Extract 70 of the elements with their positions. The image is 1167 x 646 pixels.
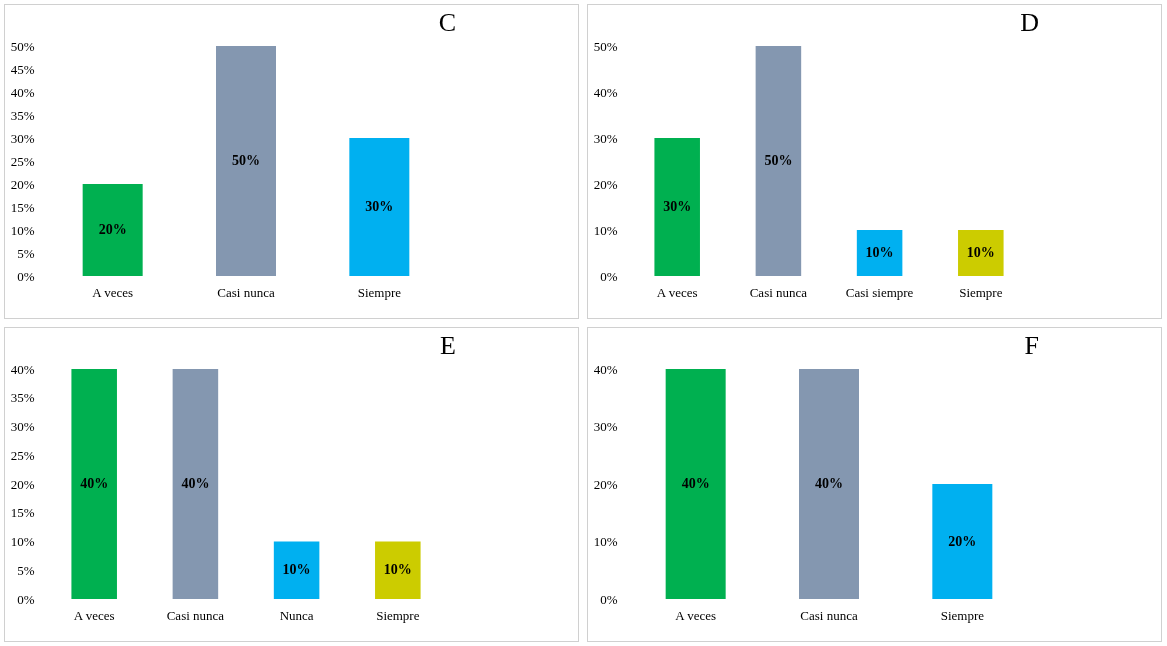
y-tick-label: 10% <box>593 534 618 549</box>
x-tick-label: A veces <box>675 607 717 623</box>
chart-title: E <box>440 331 456 360</box>
x-tick-label: Siempre <box>959 284 1003 300</box>
bar <box>654 138 700 276</box>
x-tick-label: Siempre <box>940 607 985 623</box>
x-tick-label: A veces <box>92 284 134 300</box>
data-label: 30% <box>663 199 692 214</box>
x-tick-label: Casi siempre <box>845 284 914 300</box>
y-tick-label: 50% <box>593 38 618 54</box>
x-tick-label: Casi nunca <box>749 284 808 300</box>
chart-title: F <box>1024 331 1039 360</box>
x-tick-label: Casi nunca <box>166 607 225 623</box>
data-label: 40% <box>815 476 843 491</box>
data-label: 10% <box>383 562 412 578</box>
data-label: 50% <box>232 153 260 168</box>
y-tick-label: 40% <box>593 361 618 377</box>
y-tick-label: 0% <box>17 591 35 607</box>
bar <box>216 46 276 276</box>
y-tick-label: 20% <box>10 476 35 492</box>
data-label: 10% <box>865 245 894 260</box>
x-tick-label: Casi nunca <box>217 284 275 300</box>
y-tick-label: 25% <box>10 447 35 463</box>
y-tick-label: 5% <box>17 245 35 261</box>
x-tick-label: A veces <box>656 284 698 300</box>
y-tick-label: 50% <box>10 38 35 54</box>
y-tick-label: 10% <box>10 534 35 549</box>
y-tick-label: 35% <box>10 107 35 123</box>
bar <box>856 230 903 276</box>
y-tick-label: 15% <box>10 199 35 215</box>
data-label: 40% <box>80 476 109 491</box>
x-tick-label: Nunca <box>279 607 314 623</box>
y-tick-label: 5% <box>17 562 35 578</box>
y-tick-label: 25% <box>10 153 35 169</box>
y-tick-label: 45% <box>10 61 35 77</box>
y-tick-label: 20% <box>10 176 35 192</box>
x-tick-label: Casi nunca <box>800 607 858 623</box>
data-label: 10% <box>282 562 311 578</box>
data-label: 30% <box>365 199 394 214</box>
bar <box>958 230 1004 276</box>
data-label: 20% <box>98 222 127 237</box>
x-tick-label: Siempre <box>357 284 402 300</box>
y-tick-label: 30% <box>10 130 35 146</box>
y-tick-label: 0% <box>600 268 618 284</box>
y-tick-label: 30% <box>593 419 618 434</box>
chart-title: C <box>438 8 456 37</box>
x-tick-label: A veces <box>73 607 115 623</box>
y-tick-label: 15% <box>10 505 35 521</box>
y-tick-label: 0% <box>17 268 35 284</box>
data-label: 50% <box>764 153 793 168</box>
x-tick-label: Siempre <box>376 607 420 623</box>
data-label: 40% <box>181 476 210 491</box>
chart-title: D <box>1020 8 1039 37</box>
y-tick-label: 40% <box>10 361 35 377</box>
y-tick-label: 0% <box>600 591 618 607</box>
y-tick-label: 40% <box>10 84 35 100</box>
y-tick-label: 35% <box>10 390 35 406</box>
bar <box>755 46 802 276</box>
y-tick-label: 10% <box>10 222 35 238</box>
data-label: 10% <box>966 245 995 260</box>
bar <box>82 184 143 276</box>
data-label: 20% <box>948 533 977 549</box>
y-tick-label: 20% <box>593 176 618 192</box>
bar <box>349 138 410 276</box>
y-tick-label: 30% <box>593 130 618 146</box>
y-tick-label: 20% <box>593 476 618 492</box>
data-label: 40% <box>681 476 710 491</box>
y-tick-label: 10% <box>593 222 618 238</box>
y-tick-label: 30% <box>10 419 35 434</box>
y-tick-label: 40% <box>593 84 618 100</box>
